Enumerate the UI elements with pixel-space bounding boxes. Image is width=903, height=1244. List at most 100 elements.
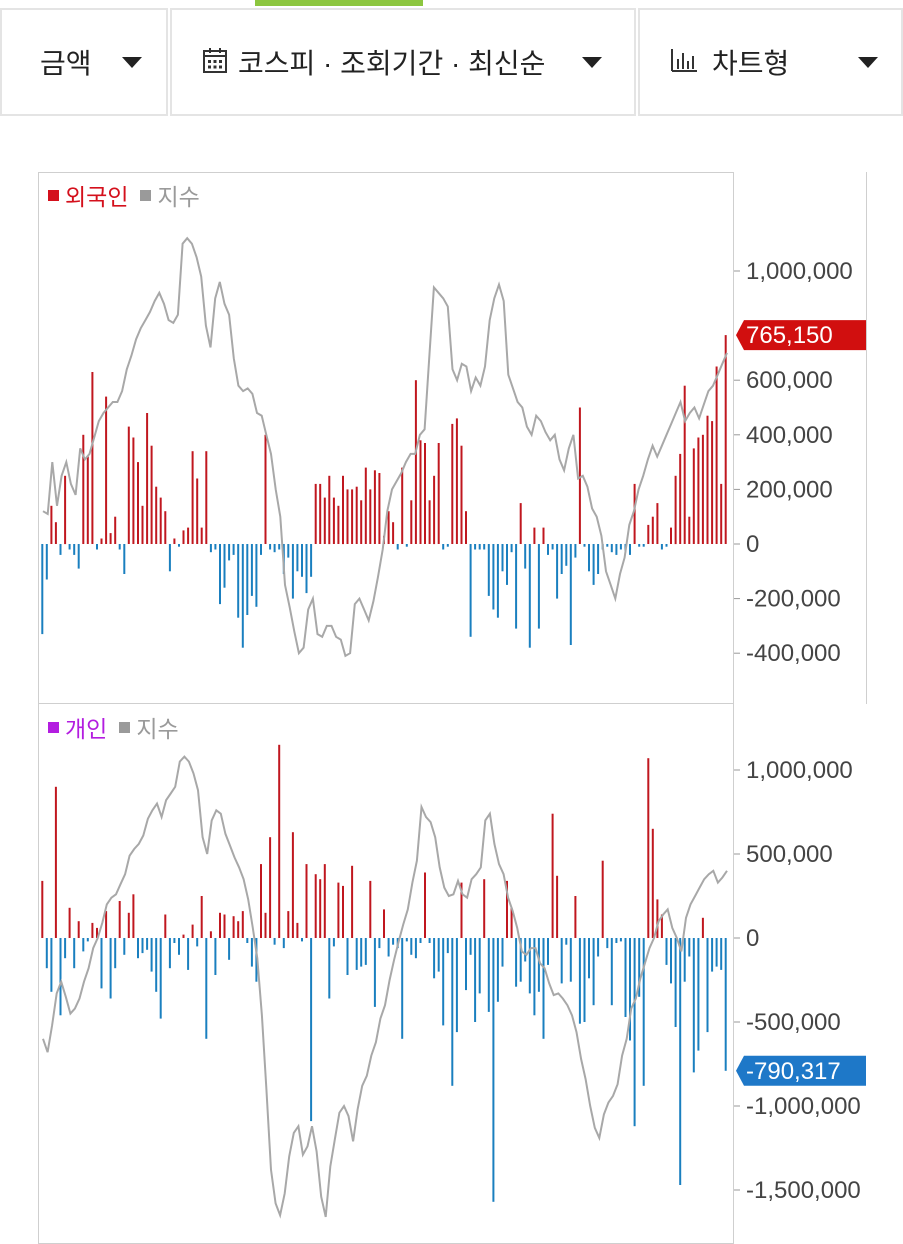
bar xyxy=(647,758,650,938)
bar xyxy=(296,922,299,938)
legend-swatch-index xyxy=(119,721,131,733)
bar xyxy=(597,544,600,574)
chart-type-dropdown-label: 차트형 xyxy=(712,48,790,79)
bar xyxy=(578,938,581,1024)
bar xyxy=(455,938,458,1033)
bar xyxy=(114,938,117,969)
bar xyxy=(606,938,609,949)
bar xyxy=(597,938,600,957)
bar xyxy=(269,544,272,550)
bar xyxy=(619,938,622,942)
bar xyxy=(150,938,153,972)
bar xyxy=(665,938,668,965)
bar xyxy=(574,896,577,938)
bar xyxy=(583,544,586,547)
bar xyxy=(629,938,631,1041)
bar xyxy=(369,880,372,938)
bar xyxy=(569,544,572,645)
bar xyxy=(168,938,171,969)
bar xyxy=(219,912,221,938)
bar xyxy=(674,938,677,1027)
market-period-dropdown-label: 코스피 · 조회기간 · 최신순 xyxy=(238,48,546,79)
bar xyxy=(237,921,240,938)
bar xyxy=(260,864,262,938)
bar xyxy=(178,938,180,955)
individual-investor-chart: 1,000,000 500,000 0 -500,000 -1,000,000 -1,50… xyxy=(38,704,866,1244)
bar xyxy=(182,530,185,544)
bar xyxy=(191,924,194,938)
bar xyxy=(701,917,704,938)
bar xyxy=(483,544,486,550)
plot-area xyxy=(38,172,734,704)
bar xyxy=(670,527,672,544)
bar xyxy=(670,938,672,984)
bar xyxy=(205,451,208,544)
bar xyxy=(82,938,85,952)
bar xyxy=(679,938,682,1185)
bar xyxy=(50,938,53,992)
bar xyxy=(711,421,714,544)
bar xyxy=(200,527,203,544)
bar xyxy=(273,544,276,553)
bar xyxy=(241,544,244,648)
bar xyxy=(451,938,454,1086)
bar xyxy=(506,880,508,938)
bar xyxy=(510,544,513,553)
bar xyxy=(647,524,650,544)
bar xyxy=(150,445,153,544)
bar xyxy=(86,938,89,942)
bar xyxy=(524,544,527,569)
bar xyxy=(237,544,240,618)
bar xyxy=(674,475,677,545)
bar xyxy=(551,544,554,550)
bar xyxy=(442,938,445,1026)
bar xyxy=(542,938,545,1039)
bar xyxy=(683,938,686,982)
chart-type-dropdown[interactable]: 차트형 xyxy=(638,8,903,116)
amount-dropdown-label: 금액 xyxy=(40,48,92,79)
bar xyxy=(269,837,272,938)
bar xyxy=(487,938,490,1012)
bar xyxy=(228,544,231,561)
bar xyxy=(278,744,281,938)
bar xyxy=(132,437,135,544)
bar xyxy=(615,938,618,943)
bar xyxy=(291,544,294,599)
bar xyxy=(519,938,522,982)
bar xyxy=(487,544,490,596)
y-tick-label: 200,000 xyxy=(746,476,833,503)
bar xyxy=(442,544,445,550)
bar xyxy=(319,879,322,938)
bar xyxy=(360,500,363,544)
bar xyxy=(91,922,94,938)
bar xyxy=(460,882,463,938)
bar xyxy=(610,938,613,1006)
bar xyxy=(624,938,627,1017)
market-period-dropdown[interactable]: 코스피 · 조회기간 · 최신순 xyxy=(170,8,636,116)
bar xyxy=(410,500,413,544)
bar xyxy=(77,921,80,938)
bar xyxy=(692,448,695,544)
bar xyxy=(355,486,358,544)
bar xyxy=(342,475,344,545)
bar xyxy=(264,912,267,938)
bar xyxy=(255,544,258,607)
bar xyxy=(41,880,44,938)
bar xyxy=(478,544,481,550)
chart-legend: 개인 지수 xyxy=(48,710,185,744)
bar xyxy=(127,426,130,544)
bar xyxy=(305,544,308,594)
bar xyxy=(54,522,57,544)
bar xyxy=(451,423,454,544)
bar xyxy=(697,938,700,1051)
bar xyxy=(355,938,358,970)
bar xyxy=(105,911,108,938)
bar xyxy=(314,874,317,938)
y-tick-label: 600,000 xyxy=(746,367,833,394)
bar xyxy=(574,544,577,558)
bar xyxy=(401,938,404,1039)
bar xyxy=(469,544,472,637)
amount-dropdown[interactable]: 금액 xyxy=(0,8,168,116)
bar xyxy=(524,938,527,962)
bar xyxy=(205,938,208,1039)
